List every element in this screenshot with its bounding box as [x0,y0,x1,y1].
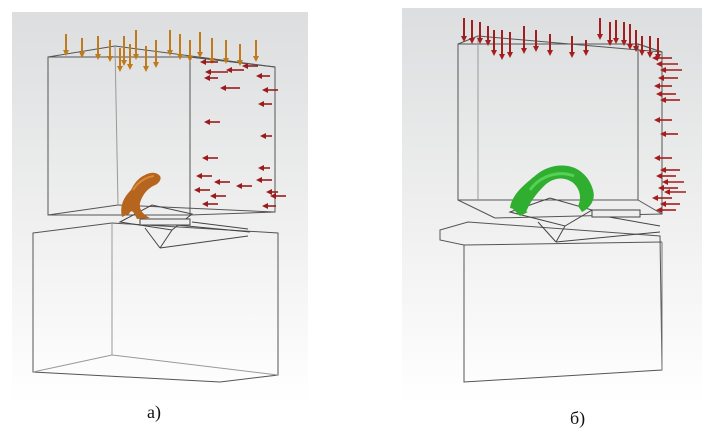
panel-b-figure [360,0,720,432]
panel-a-background [12,12,308,404]
panel-b-background [402,8,702,404]
panel-a [0,0,360,432]
caption-a: а) [147,402,161,423]
panel-b [360,0,720,432]
caption-b: б) [570,408,585,429]
panel-a-figure [0,0,360,432]
